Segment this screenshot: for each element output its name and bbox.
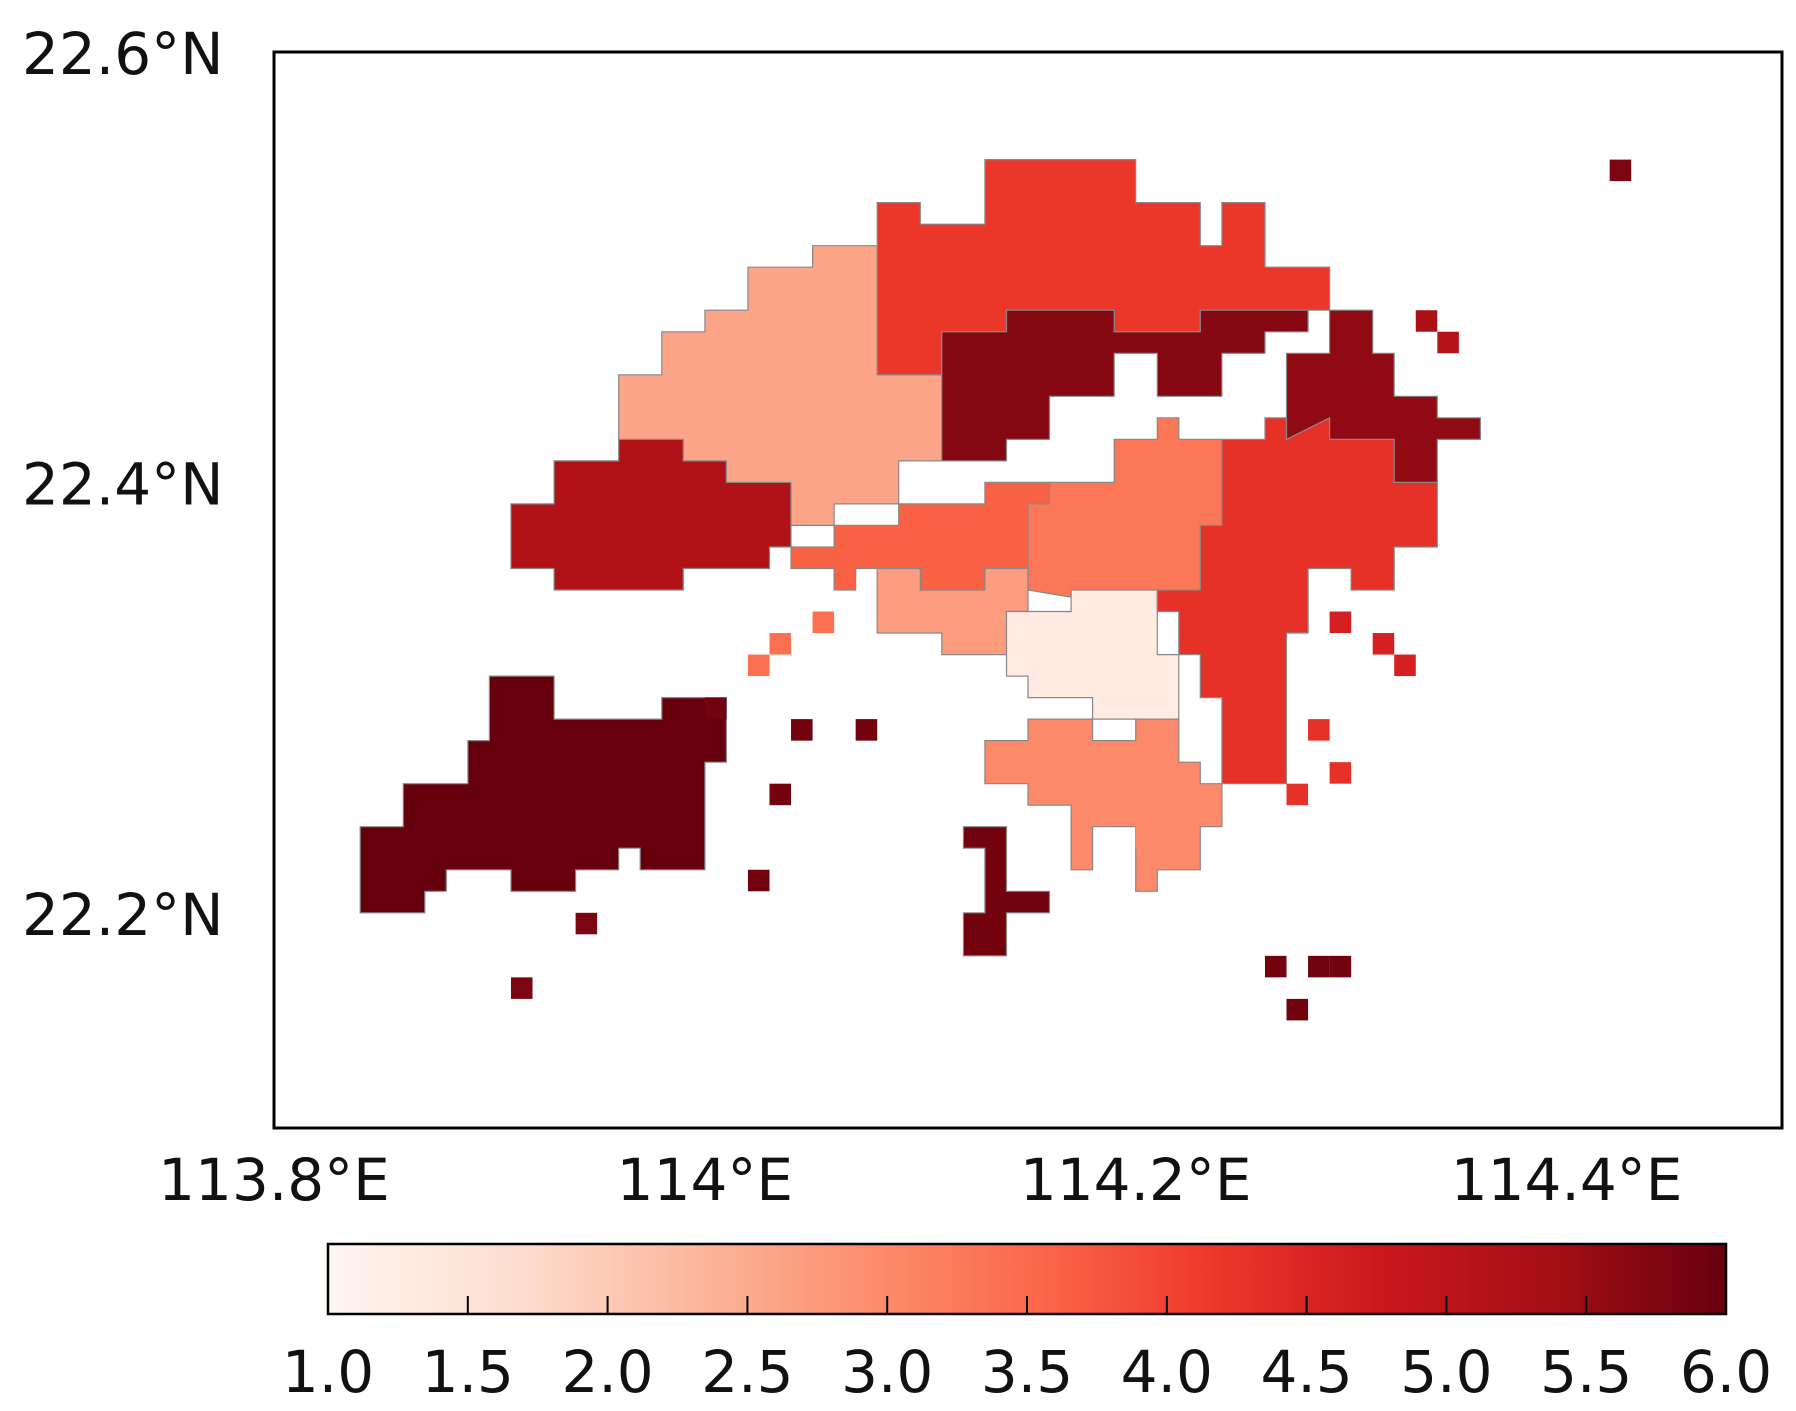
y-tick-label: 22.4°N: [22, 450, 224, 518]
region-lamma: [962, 826, 1051, 957]
region-kwai-tsing: [876, 567, 1029, 656]
colorbar-ticks: [466, 1296, 1588, 1314]
grid-cell: [855, 719, 878, 741]
x-tick-label: 114.4°E: [1451, 1146, 1683, 1214]
y-tick-label: 22.2°N: [22, 881, 224, 949]
grid-cell: [1609, 159, 1632, 182]
grid-cell: [1135, 826, 1158, 849]
map-frame: [272, 50, 1784, 1130]
grid-cell: [1329, 955, 1352, 978]
y-tick-label: 22.6°N: [22, 20, 224, 88]
colorbar-tick-label: 4.0: [1121, 1338, 1213, 1406]
grid-cell: [1264, 955, 1287, 978]
grid-cell: [510, 977, 533, 999]
colorbar-tick-label: 3.0: [841, 1338, 933, 1406]
x-tick-label: 113.8°E: [158, 1146, 390, 1214]
colorbar-tick-label: 1.5: [422, 1338, 514, 1406]
colorbar-tick-label: 2.0: [561, 1338, 653, 1406]
grid-cell: [1286, 783, 1309, 806]
x-tick-label: 114.2°E: [1020, 1146, 1252, 1214]
region-hk-island: [984, 718, 1223, 892]
colorbar-tick-label: 5.0: [1400, 1338, 1492, 1406]
grid-cell: [1329, 611, 1352, 634]
x-tick-label: 114°E: [617, 1146, 793, 1214]
grid-cell: [1329, 762, 1352, 784]
colorbar: 1.0 1.5 2.0 2.5 3.0 3.5 4.0 4.5 5.0 5.5 6.0: [282, 1242, 1772, 1406]
grid-cell: [1286, 998, 1309, 1021]
map-regions: [359, 159, 1632, 1021]
grid-cell: [1437, 331, 1459, 354]
region-sai-kung-north: [1285, 309, 1482, 483]
region-tai-po: [941, 309, 1309, 462]
grid-cell: [575, 912, 598, 935]
grid-cell: [769, 783, 792, 806]
colorbar-tick-label: 3.5: [981, 1338, 1073, 1406]
region-lantau: [359, 675, 728, 914]
region-sai-kung: [1156, 417, 1438, 785]
grid-cell: [704, 697, 727, 720]
grid-cell: [769, 633, 792, 655]
grid-cell: [1308, 955, 1330, 978]
colorbar-tick-label: 4.5: [1260, 1338, 1352, 1406]
grid-cell: [747, 869, 770, 892]
grid-cell: [791, 719, 813, 741]
y-axis-labels: 22.6°N 22.4°N 22.2°N: [22, 20, 224, 949]
colorbar-tick-label: 2.5: [701, 1338, 793, 1406]
grid-cell: [1394, 654, 1416, 677]
colorbar-tick-label: 5.5: [1540, 1338, 1632, 1406]
grid-cell: [747, 654, 770, 677]
grid-cell: [1372, 633, 1395, 655]
colorbar-labels: 1.0 1.5 2.0 2.5 3.0 3.5 4.0 4.5 5.0 5.5 6.0: [282, 1338, 1772, 1406]
grid-cell: [1415, 310, 1438, 332]
grid-cell: [1308, 719, 1330, 741]
colorbar-tick-label: 6.0: [1680, 1338, 1772, 1406]
grid-cell: [812, 611, 835, 634]
x-axis-labels: 113.8°E 114°E 114.2°E 114.4°E: [158, 1146, 1682, 1214]
colorbar-tick-label: 1.0: [282, 1338, 374, 1406]
